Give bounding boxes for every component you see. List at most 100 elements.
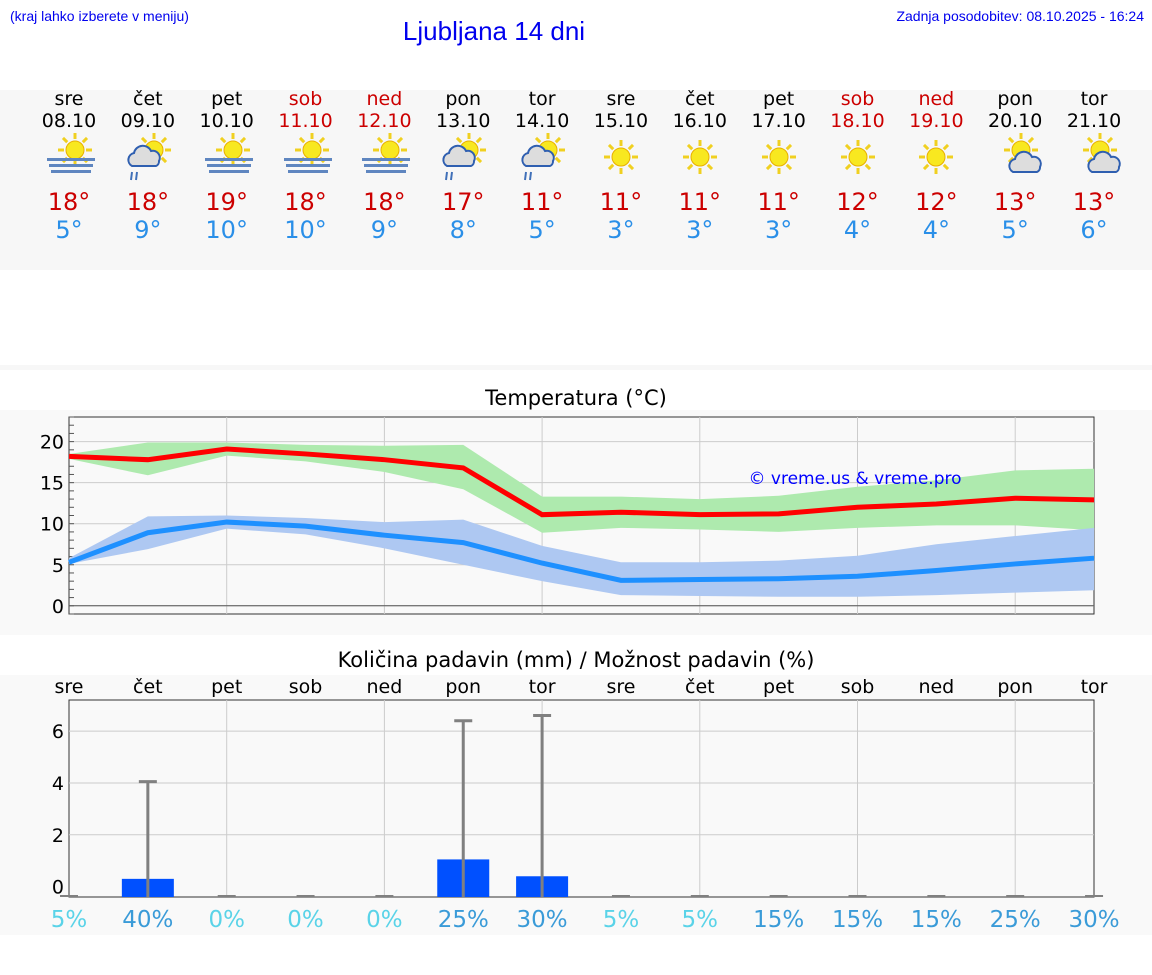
sun-icon <box>840 140 875 174</box>
min-temp: 5° <box>1001 216 1029 244</box>
precip-probability: 15% <box>911 907 962 933</box>
day-label: pon <box>997 676 1033 698</box>
day-column: sre 15.10 11° 3° <box>581 88 661 244</box>
sun-cloud-icon <box>1083 133 1121 173</box>
sun-icon <box>603 140 638 174</box>
y-tick-label: 20 <box>40 432 64 454</box>
min-temp: 4° <box>843 216 872 244</box>
precip-probability: 30% <box>517 907 568 933</box>
day-label: tor <box>529 676 556 698</box>
max-temp: 13° <box>1072 188 1116 216</box>
precip-probability: 15% <box>753 907 804 933</box>
precip-probability: 40% <box>122 907 173 933</box>
precip-probability: 0% <box>208 907 245 933</box>
sun-cloud-rain-icon <box>521 133 566 181</box>
daily-forecast-strip <box>0 90 1152 270</box>
day-label: sob <box>289 676 323 698</box>
max-temp: 11° <box>599 188 643 216</box>
day-name: pon <box>445 88 482 110</box>
day-name: sre <box>606 88 636 110</box>
day-date: 15.10 <box>593 110 649 132</box>
max-temp: 11° <box>757 188 800 216</box>
day-name: sob <box>840 88 875 110</box>
y-tick-label: 4 <box>52 773 64 795</box>
sun-cloud-rain-icon <box>127 133 171 181</box>
day-column: pet 17.10 11° 3° <box>739 88 819 244</box>
min-temp: 3° <box>686 216 714 244</box>
min-temp: 9° <box>134 216 162 244</box>
day-label: sre <box>55 676 84 698</box>
y-tick-label: 0 <box>52 877 64 899</box>
precip-probability: 25% <box>438 907 489 933</box>
precip-probability: 0% <box>366 907 403 933</box>
day-date: 18.10 <box>830 110 885 132</box>
max-temp: 12° <box>836 188 879 216</box>
page-title: Ljubljana 14 dni <box>402 16 586 46</box>
max-temp: 11° <box>678 188 722 216</box>
y-tick-label: 5 <box>52 555 64 577</box>
day-label: pet <box>211 676 242 698</box>
day-date: 10.10 <box>199 110 254 132</box>
divider <box>0 365 1152 370</box>
min-temp: 3° <box>765 216 793 244</box>
min-temp-line <box>68 519 1095 583</box>
day-column: ned 12.10 18° 9° <box>344 88 424 244</box>
day-name: čet <box>133 88 163 110</box>
max-temp: 11° <box>520 188 564 216</box>
day-name: sre <box>54 88 84 110</box>
precip-probability: 25% <box>990 907 1041 933</box>
precip-probability: 5% <box>682 907 719 933</box>
precip-probability: 30% <box>1068 907 1119 933</box>
day-name: sob <box>288 88 323 110</box>
precip-probability: 5% <box>51 907 88 933</box>
min-temp: 5° <box>528 216 556 244</box>
day-label: ned <box>918 676 954 698</box>
day-column: ned 19.10 12° 4° <box>896 88 976 244</box>
plot-area <box>68 699 1095 898</box>
temperature-chart-title: Temperatura (°C) <box>485 386 667 410</box>
min-temp: 10° <box>284 216 327 244</box>
sun-fog-icon <box>362 133 411 173</box>
min-temp: 8° <box>449 216 477 244</box>
sun-fog-icon <box>283 133 332 173</box>
min-temp: 3° <box>607 216 635 244</box>
sun-fog-icon <box>204 133 253 173</box>
max-temp-line <box>68 446 1095 518</box>
day-column: sob 11.10 18° 10° <box>266 88 346 244</box>
min-temp: 4° <box>922 216 950 244</box>
day-date: 17.10 <box>751 110 806 132</box>
precip-probability: 15% <box>832 907 883 933</box>
day-label: čet <box>685 676 715 698</box>
day-label: pet <box>763 676 794 698</box>
day-date: 12.10 <box>357 110 412 132</box>
min-temp: 10° <box>205 216 248 244</box>
day-column: sre 08.10 18° 5° <box>29 88 109 244</box>
day-column: pon 13.10 17° 8° <box>423 88 503 244</box>
day-name: pet <box>211 88 243 110</box>
day-column: tor 14.10 11° 5° <box>502 88 582 244</box>
day-date: 14.10 <box>514 110 570 132</box>
max-temp: 18° <box>47 188 91 216</box>
watermark: © vreme.us & vreme.pro <box>748 469 961 489</box>
day-column: pet 10.10 19° 10° <box>187 88 267 244</box>
max-temp: 12° <box>915 188 958 216</box>
day-label: pon <box>445 676 481 698</box>
min-temp: 5° <box>55 216 83 244</box>
precip-probability: 5% <box>603 907 640 933</box>
sun-icon <box>761 140 796 174</box>
day-name: ned <box>366 88 403 110</box>
day-date: 08.10 <box>41 110 97 132</box>
day-name: tor <box>528 88 556 110</box>
max-temp: 18° <box>363 188 406 216</box>
day-date: 13.10 <box>436 110 491 132</box>
y-tick-label: 0 <box>52 596 64 618</box>
precip-probability: 0% <box>287 907 324 933</box>
sun-icon <box>682 140 717 174</box>
day-date: 16.10 <box>672 110 727 132</box>
min-temp: 9° <box>370 216 399 244</box>
day-name: čet <box>685 88 715 110</box>
y-tick-label: 6 <box>52 721 64 743</box>
max-temp: 13° <box>993 188 1037 216</box>
day-label: čet <box>133 676 163 698</box>
y-tick-label: 10 <box>40 514 64 536</box>
